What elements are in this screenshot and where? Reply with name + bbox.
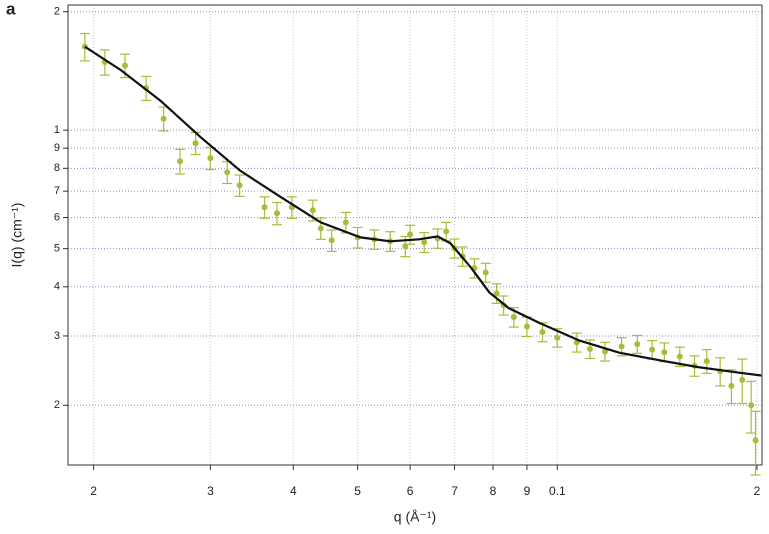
data-point: [584, 339, 595, 360]
marker: [523, 323, 530, 330]
data-point: [419, 232, 430, 254]
data-point: [286, 196, 297, 219]
data-point: [441, 221, 452, 242]
data-point: [715, 357, 726, 387]
data-point: [701, 348, 712, 374]
data-point: [521, 316, 532, 338]
marker: [121, 62, 128, 69]
data-point: [405, 224, 416, 245]
marker: [748, 402, 755, 409]
data-point: [272, 201, 283, 226]
data-point: [234, 174, 245, 197]
marker: [703, 358, 710, 365]
x-tick-label: 5: [354, 484, 361, 498]
marker: [407, 231, 414, 238]
data-point: [326, 229, 337, 253]
marker: [328, 237, 335, 244]
x-axis-title: q (Å⁻¹): [394, 509, 436, 525]
data-point: [647, 339, 658, 360]
marker: [510, 314, 517, 321]
marker: [739, 376, 746, 383]
marker: [274, 210, 281, 217]
marker: [634, 341, 641, 348]
data-point: [222, 161, 233, 185]
x-tick-label: 2: [90, 484, 97, 498]
data-point: [632, 334, 643, 354]
marker: [618, 343, 625, 350]
data-point: [491, 283, 502, 304]
marker: [317, 225, 324, 232]
data-point: [259, 196, 270, 219]
data-point: [746, 380, 757, 434]
marker: [421, 239, 428, 246]
data-point: [205, 146, 216, 171]
marker: [554, 334, 561, 341]
y-tick-label: 8: [54, 162, 60, 174]
marker: [586, 345, 593, 352]
y-tick-label: 3: [54, 330, 60, 342]
marker: [728, 382, 735, 389]
data-point: [599, 341, 610, 362]
y-tick-label: 7: [54, 185, 60, 197]
panel-label: a: [6, 0, 16, 18]
marker: [539, 329, 546, 336]
marker: [224, 169, 231, 176]
data-point: [99, 49, 110, 76]
data-point: [158, 106, 169, 132]
y-tick-label: 2: [54, 399, 60, 411]
y-tick-label: 4: [54, 281, 60, 293]
marker: [482, 269, 489, 276]
y-tick-label: 9: [54, 142, 60, 154]
marker: [160, 115, 167, 122]
marker: [207, 155, 214, 162]
marker: [342, 219, 349, 226]
y-tick-label: 6: [54, 211, 60, 223]
marker: [261, 204, 268, 211]
x-tick-label: 3: [207, 484, 214, 498]
y-tick-label: 5: [54, 243, 60, 255]
y-tick-label: 2: [54, 6, 60, 18]
marker: [752, 437, 759, 444]
data-point: [480, 262, 491, 283]
data-point: [175, 148, 186, 175]
data-point: [659, 342, 670, 363]
marker: [649, 346, 656, 353]
marker: [676, 353, 683, 360]
data-point: [571, 332, 582, 353]
x-tick-label: 6: [407, 484, 414, 498]
marker: [236, 182, 243, 189]
data-point: [674, 346, 685, 368]
x-tick-label: 8: [490, 484, 497, 498]
marker: [192, 140, 199, 147]
data-point: [750, 410, 761, 476]
marker: [443, 228, 450, 235]
marker: [661, 349, 668, 356]
fit-line: [84, 45, 762, 377]
x-tick-label: 7: [451, 484, 458, 498]
x-tick-label: 2: [754, 484, 761, 498]
y-tick-label: 1: [54, 124, 60, 136]
data-point: [737, 358, 748, 405]
x-tick-label: 4: [290, 484, 297, 498]
marker: [309, 207, 316, 214]
data-point: [726, 369, 737, 405]
x-tick-label: 0.1: [549, 484, 566, 498]
plot-frame: [67, 4, 763, 466]
x-tick-label: 9: [524, 484, 531, 498]
marker: [493, 290, 500, 297]
y-axis-title: I(q) (cm⁻¹): [9, 203, 25, 268]
data-point: [190, 131, 201, 156]
marker: [177, 158, 184, 165]
